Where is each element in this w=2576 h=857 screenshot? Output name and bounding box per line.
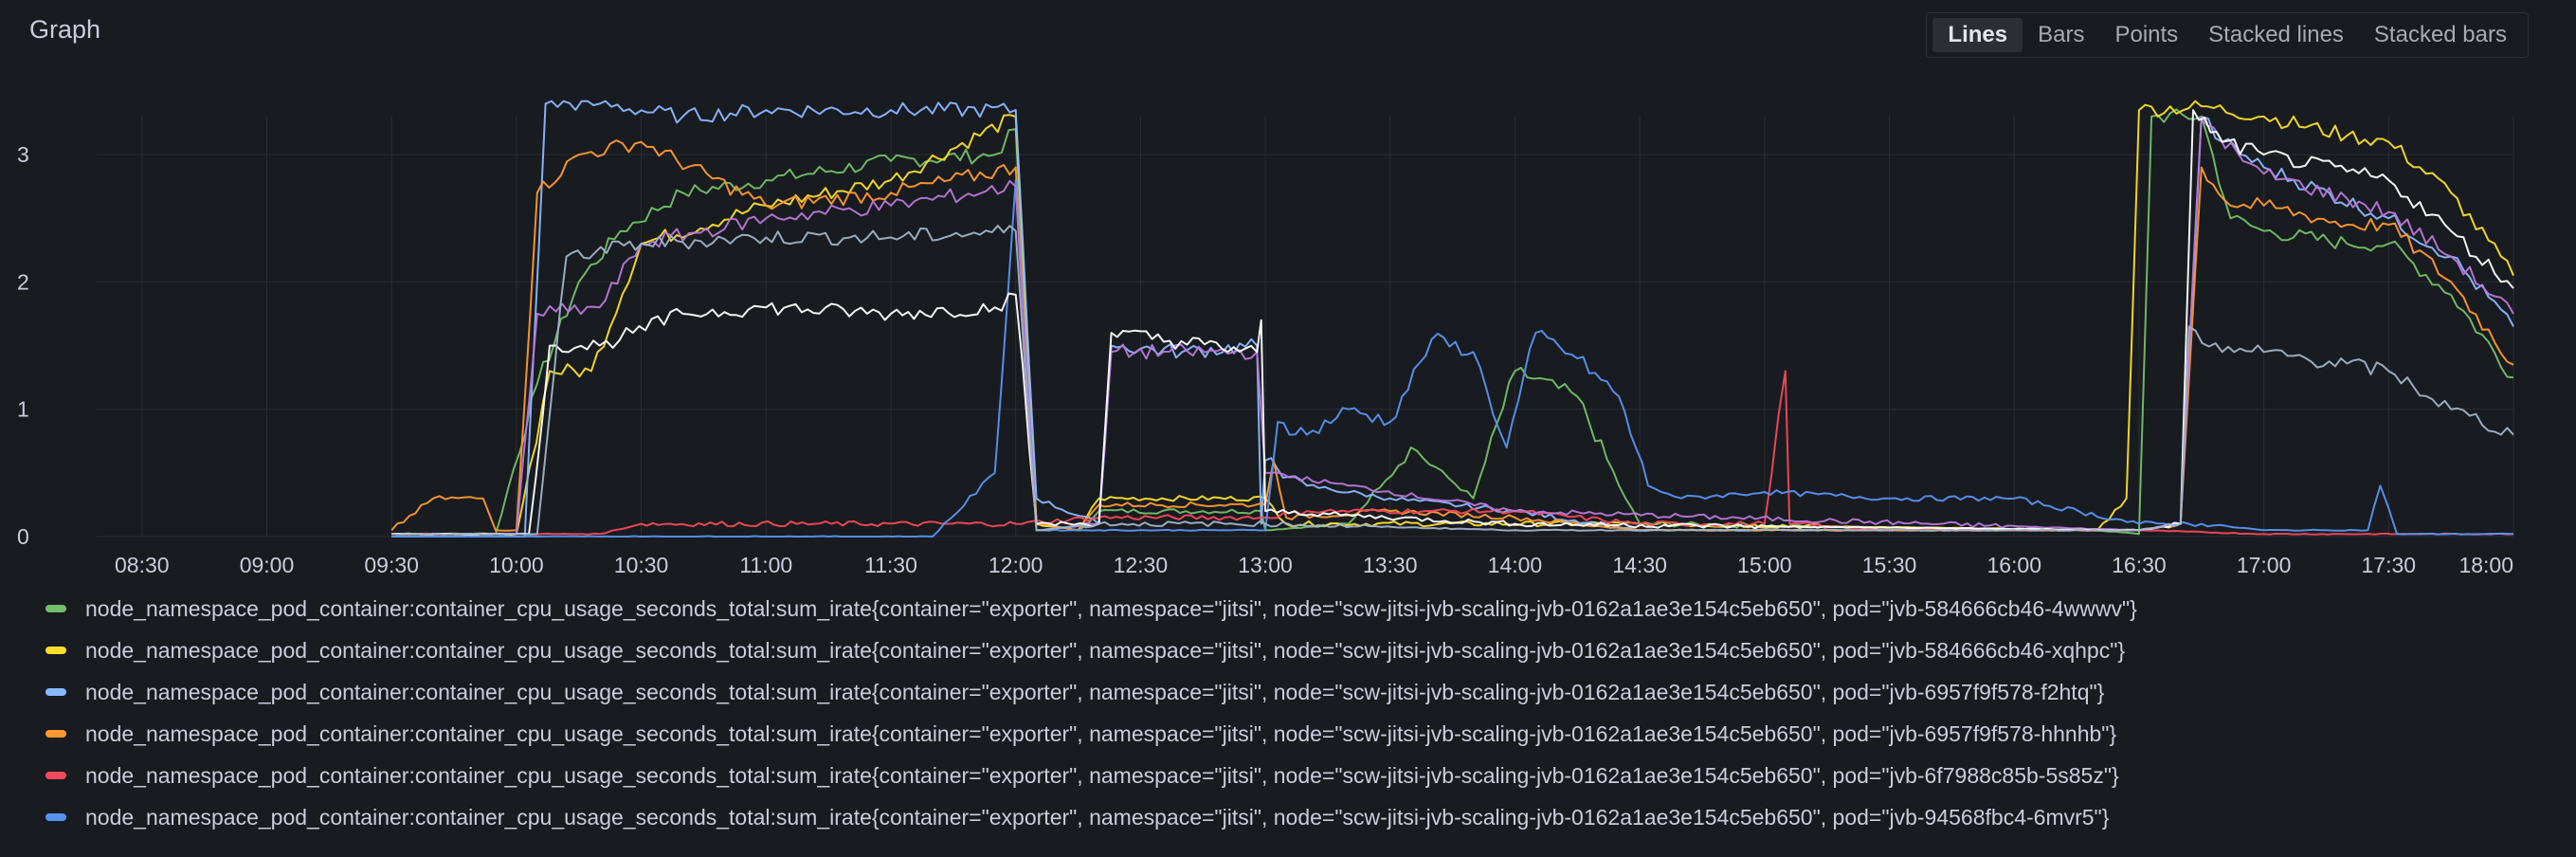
x-tick-label: 09:30 [364,553,419,577]
legend-swatch [45,605,66,612]
legend-label: node_namespace_pod_container:container_c… [85,720,2117,746]
x-tick-label: 12:00 [989,553,1043,577]
series-line [391,100,2514,536]
mode-lines-button[interactable]: Lines [1932,18,2023,52]
x-tick-label: 09:00 [240,553,295,577]
x-tick-label: 11:00 [739,553,792,577]
x-tick-label: 16:00 [1986,553,2041,577]
x-tick-label: 17:00 [2237,553,2292,577]
x-tick-label: 10:30 [614,553,669,577]
legend-item[interactable]: node_namespace_pod_container:container_c… [45,796,2548,838]
legend-label: node_namespace_pod_container:container_c… [85,762,2119,788]
mode-bars-button[interactable]: Bars [2038,22,2085,47]
legend-swatch [45,772,66,779]
x-tick-label: 16:30 [2112,553,2167,577]
visualization-mode-switch: Lines Bars Points Stacked lines Stacked … [1926,12,2529,58]
x-tick-label: 11:30 [864,553,917,577]
legend-item[interactable]: node_namespace_pod_container:container_c… [45,671,2548,713]
legend-swatch [45,647,66,654]
chart-legend: node_namespace_pod_container:container_c… [45,588,2548,838]
x-tick-label: 14:00 [1488,553,1543,577]
x-tick-label: 18:00 [2458,553,2513,577]
x-tick-label: 12:30 [1114,553,1169,577]
x-tick-label: 17:30 [2362,553,2417,577]
series-line [390,139,2514,532]
chart-grid [97,116,2514,538]
legend-swatch [45,813,66,821]
series-line [391,108,2514,536]
panel-title: Graph [29,15,101,44]
legend-item[interactable]: node_namespace_pod_container:container_c… [45,588,2548,629]
legend-label: node_namespace_pod_container:container_c… [85,595,2137,621]
x-tick-label: 13:30 [1363,553,1418,577]
x-tick-label: 13:00 [1238,553,1293,577]
chart-axes: 08:30 09:00 09:30 10:00 10:30 11:00 11:30 12:00… [17,142,2513,577]
series-line [391,370,2514,536]
chart-series [390,100,2514,538]
series-line [391,225,2514,536]
y-tick-label: 3 [17,142,29,167]
legend-label: node_namespace_pod_container:container_c… [85,637,2126,663]
x-tick-label: 15:30 [1862,553,1917,577]
mode-points-button[interactable]: Points [2114,22,2179,47]
legend-item[interactable]: node_namespace_pod_container:container_c… [45,629,2548,671]
y-tick-label: 0 [17,524,29,549]
y-tick-label: 1 [17,397,29,422]
x-tick-label: 15:00 [1737,553,1792,577]
legend-item[interactable]: node_namespace_pod_container:container_c… [45,755,2548,796]
legend-item[interactable]: node_namespace_pod_container:container_c… [45,713,2548,755]
legend-label: node_namespace_pod_container:container_c… [85,679,2105,704]
y-tick-label: 2 [17,269,29,294]
series-line [391,179,2514,538]
x-tick-label: 08:30 [115,553,170,577]
x-tick-label: 10:00 [489,553,544,577]
mode-stacked-bars-button[interactable]: Stacked bars [2373,22,2507,47]
time-series-chart: 08:30 09:00 09:30 10:00 10:30 11:00 11:30 12:00… [17,100,2514,577]
legend-swatch [45,688,66,696]
legend-label: node_namespace_pod_container:container_c… [85,804,2110,830]
legend-swatch [45,730,66,738]
x-tick-label: 14:30 [1612,553,1667,577]
series-line [391,115,2514,536]
series-line [391,100,2514,538]
series-line [391,109,2514,536]
mode-stacked-lines-button[interactable]: Stacked lines [2208,22,2344,47]
